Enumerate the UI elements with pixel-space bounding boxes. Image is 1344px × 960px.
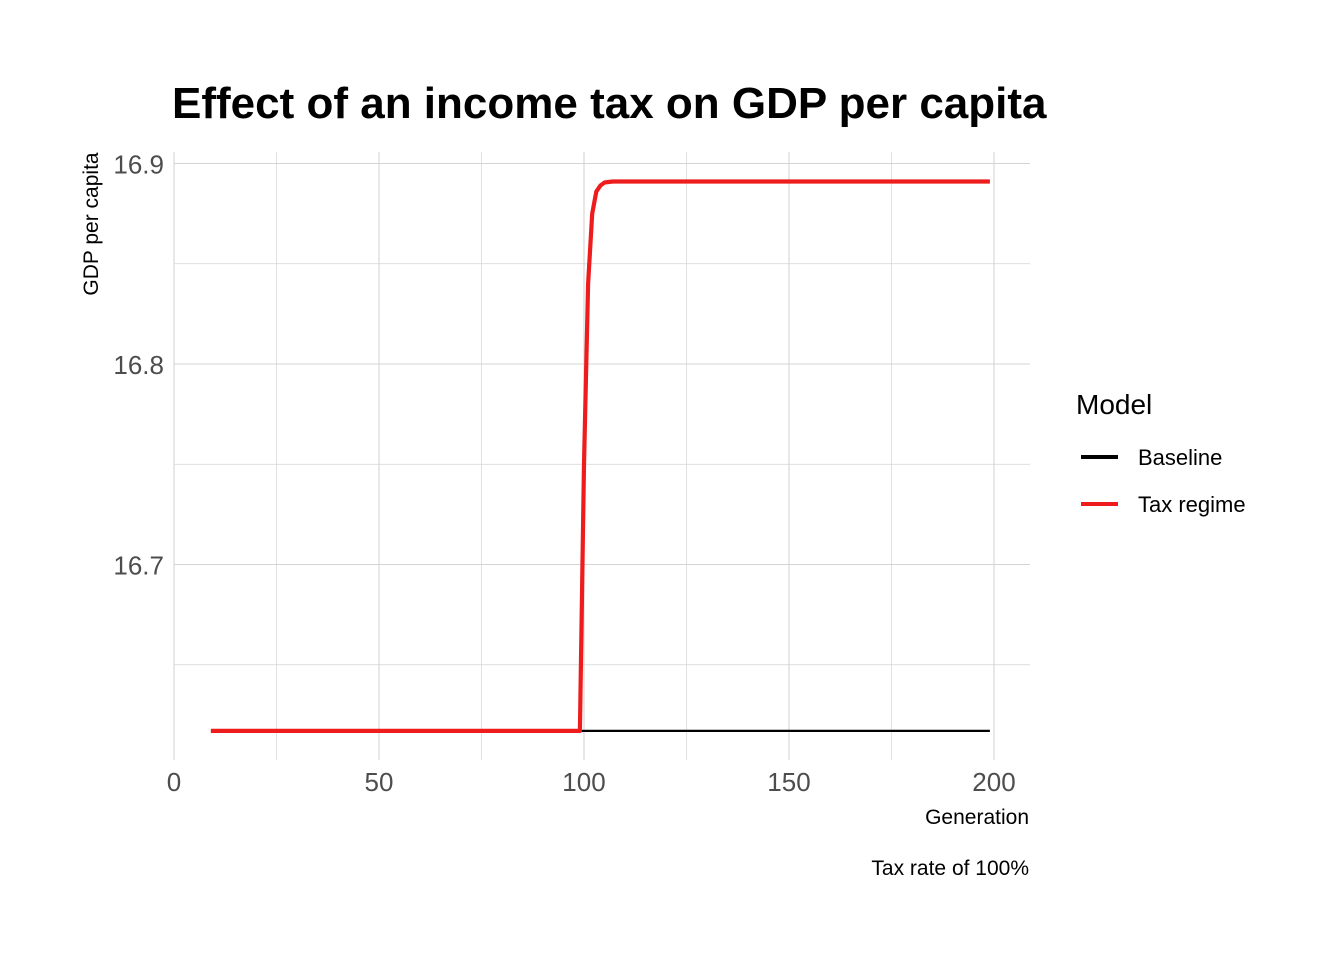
y-axis-tick-labels: 16.7 16.8 16.9 xyxy=(113,150,164,581)
y-tick-label: 16.7 xyxy=(113,551,164,581)
x-tick-label: 200 xyxy=(972,767,1015,797)
x-axis-title: Generation xyxy=(925,806,1029,829)
x-tick-label: 50 xyxy=(365,767,394,797)
y-tick-label: 16.8 xyxy=(113,350,164,380)
x-tick-label: 150 xyxy=(767,767,810,797)
series-lines xyxy=(210,179,990,733)
plot-grid xyxy=(173,152,1030,760)
series-line-tax-regime xyxy=(210,179,990,733)
legend-label-tax-regime: Tax regime xyxy=(1138,492,1246,517)
legend-label-baseline: Baseline xyxy=(1138,445,1222,470)
legend: Model Baseline Tax regime xyxy=(1076,389,1246,517)
chart-caption: Tax rate of 100% xyxy=(871,857,1029,880)
y-tick-label: 16.9 xyxy=(113,150,164,180)
legend-title: Model xyxy=(1076,389,1152,420)
x-tick-label: 100 xyxy=(562,767,605,797)
chart-title: Effect of an income tax on GDP per capit… xyxy=(172,79,1047,128)
x-tick-label: 0 xyxy=(167,767,181,797)
y-axis-title: GDP per capita xyxy=(80,152,103,296)
x-axis-tick-labels: 0 50 100 150 200 xyxy=(167,767,1016,797)
